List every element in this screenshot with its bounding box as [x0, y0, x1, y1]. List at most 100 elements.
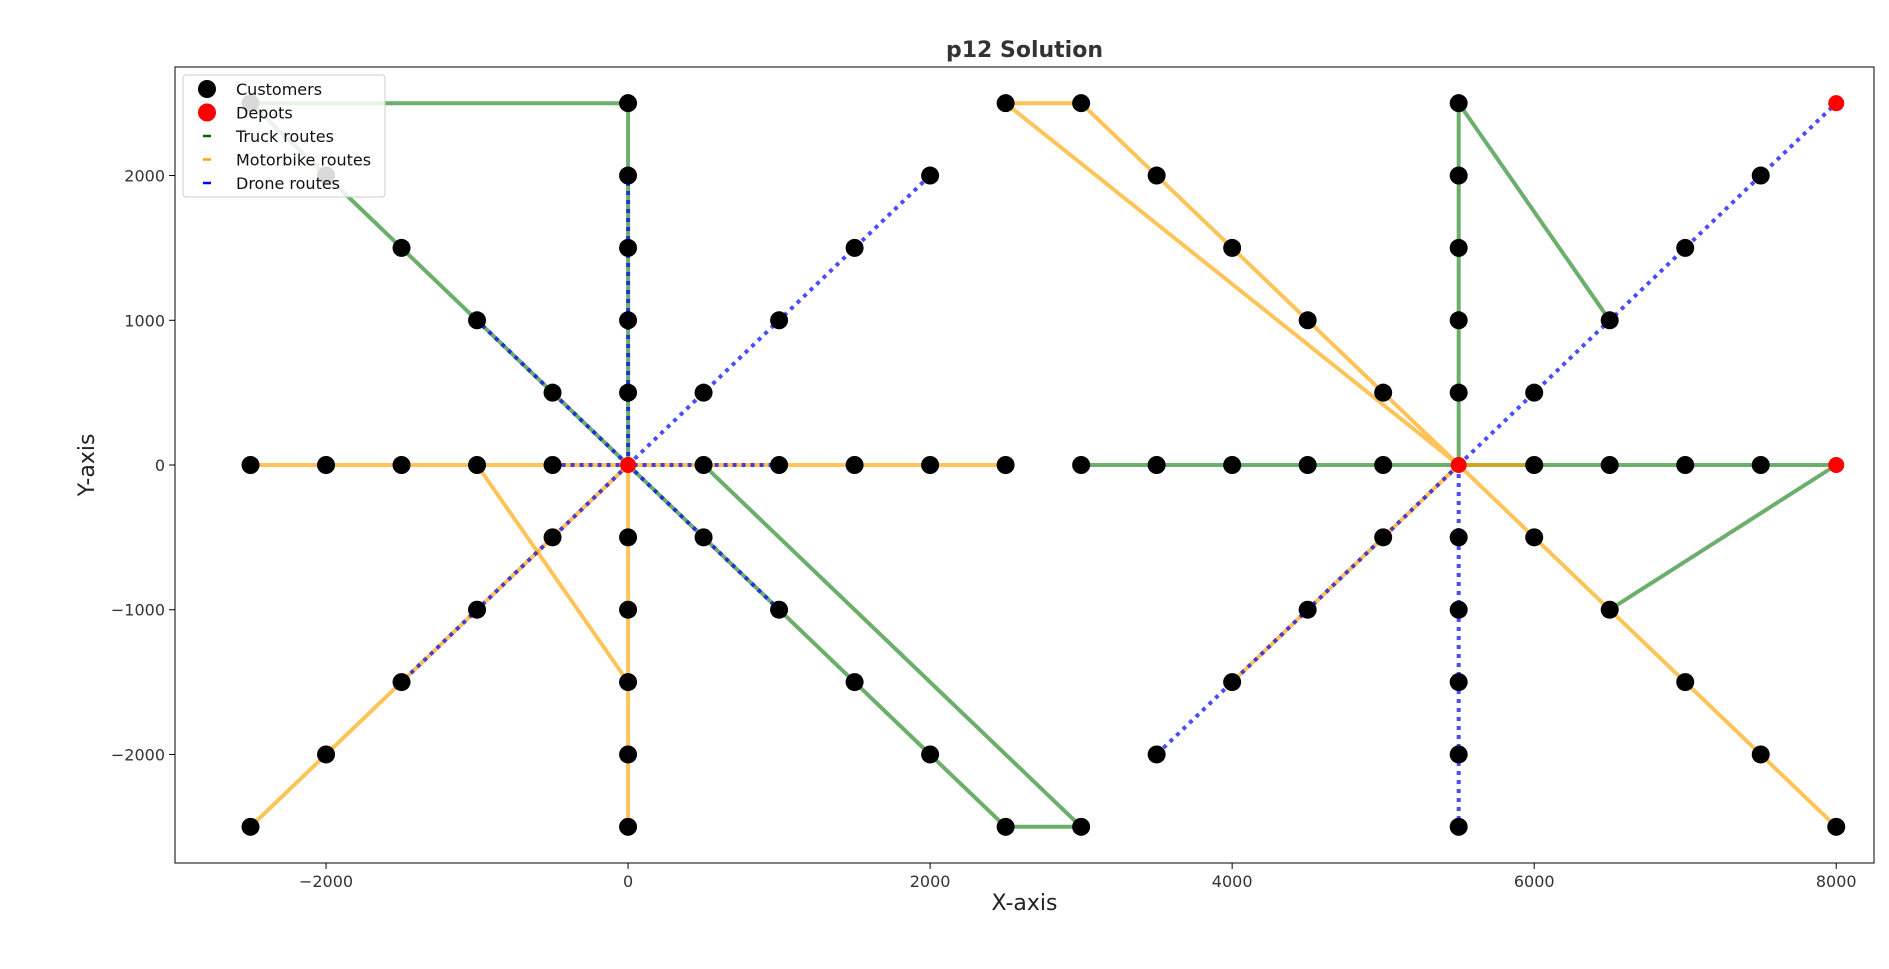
y-tick-label-0: −2000	[111, 745, 165, 764]
customer-point-72	[1147, 166, 1166, 185]
legend-entry-1: Depots	[198, 103, 293, 123]
y-tick-label-3: 1000	[124, 311, 165, 330]
customer-point-31	[392, 238, 411, 257]
x-tick-label-4: 6000	[1514, 872, 1555, 891]
customer-point-65	[1374, 528, 1393, 547]
truck-route-2	[626, 463, 1084, 829]
y-tick-label-2: 0	[155, 456, 165, 475]
legend-marker-1	[198, 103, 216, 122]
customer-point-26	[392, 673, 411, 692]
route-layer	[248, 101, 1839, 829]
customer-point-7	[845, 456, 864, 474]
customer-point-48	[1600, 456, 1619, 474]
customer-point-53	[1449, 238, 1468, 257]
customer-point-8	[921, 456, 940, 474]
customer-point-46	[1374, 456, 1393, 474]
legend-label-1: Depots	[236, 104, 293, 123]
legend-entry-0: Customers	[198, 80, 322, 99]
customer-point-51	[1449, 383, 1468, 402]
customer-point-45	[1298, 456, 1317, 474]
customer-point-71	[1223, 238, 1242, 257]
customer-point-61	[1525, 383, 1544, 402]
legend-marker-0	[198, 80, 216, 98]
customer-point-20	[694, 383, 713, 402]
customer-point-47	[1525, 456, 1544, 474]
customer-point-11	[619, 311, 638, 330]
depot-point-0	[1828, 95, 1845, 112]
customer-point-9	[996, 456, 1015, 474]
legend-entry-4: Drone routes	[203, 174, 340, 193]
legend: Customers Depots Truck routes Motorbike rou…	[182, 74, 386, 198]
customer-point-55	[1449, 94, 1468, 113]
customer-point-34	[694, 528, 713, 547]
x-tick-label-5: 8000	[1816, 872, 1857, 891]
customer-point-64	[1751, 166, 1770, 185]
customer-point-22	[845, 238, 864, 257]
customer-point-5	[694, 456, 713, 474]
drone-route-17	[400, 463, 630, 684]
customer-point-50	[1751, 456, 1770, 474]
depot-point-1	[1828, 457, 1845, 473]
customer-point-52	[1449, 311, 1468, 330]
customer-point-38	[996, 817, 1015, 836]
customer-point-10	[619, 383, 638, 402]
customer-point-59	[1449, 745, 1468, 764]
customer-point-1	[317, 456, 336, 474]
x-tick-label-3: 4000	[1212, 872, 1253, 891]
customer-point-27	[317, 745, 336, 764]
customer-point-75	[1676, 673, 1695, 692]
customer-point-29	[543, 383, 562, 402]
customer-point-68	[1147, 745, 1166, 764]
customer-point-12	[619, 238, 638, 257]
drone-route-16	[475, 318, 630, 467]
customer-point-35	[770, 600, 789, 619]
customer-point-56	[1449, 528, 1468, 547]
customer-point-18	[619, 745, 638, 764]
legend-entry-2: Truck routes	[203, 127, 334, 146]
customer-point-58	[1449, 673, 1468, 692]
truck-route-5	[1456, 463, 1839, 612]
drone-route-20	[1457, 101, 1838, 467]
depot-point-2	[620, 457, 637, 473]
customer-point-16	[619, 600, 638, 619]
motorbike-route-10	[1003, 101, 1461, 467]
customer-point-57	[1449, 600, 1468, 619]
customer-point-76	[1751, 745, 1770, 764]
truck-route-3	[1456, 101, 1612, 467]
motorbike-route-7	[475, 463, 631, 685]
customer-point-49	[1676, 456, 1695, 474]
customer-point-25	[468, 600, 487, 619]
customer-point-17	[619, 673, 638, 692]
legend-entry-3: Motorbike routes	[203, 151, 371, 170]
motorbike-route-13	[1456, 463, 1839, 829]
customer-point-63	[1676, 238, 1695, 257]
customer-point-6	[770, 456, 789, 474]
y-tick-label-1: −1000	[111, 601, 165, 620]
customer-point-73	[1525, 528, 1544, 547]
customer-point-3	[468, 456, 487, 474]
y-axis-label: Y-axis	[75, 434, 100, 498]
x-tick-label-2: 2000	[910, 872, 951, 891]
depot-point-3	[1450, 457, 1467, 473]
x-tick-label-0: −2000	[299, 872, 353, 891]
x-axis-label: X-axis	[992, 891, 1058, 916]
customer-point-44	[1223, 456, 1242, 474]
customer-point-54	[1449, 166, 1468, 185]
customer-point-19	[619, 817, 638, 836]
legend-label-3: Motorbike routes	[236, 151, 371, 170]
x-tick-label-1: 0	[623, 872, 633, 891]
customer-point-62	[1600, 311, 1619, 330]
customer-point-40	[996, 94, 1015, 113]
customer-point-67	[1223, 673, 1242, 692]
drone-route-18	[626, 463, 781, 612]
customer-point-21	[770, 311, 789, 330]
customer-point-36	[845, 673, 864, 692]
customer-point-60	[1449, 817, 1468, 836]
customer-point-77	[1827, 817, 1846, 836]
customer-point-66	[1298, 600, 1317, 619]
customer-point-39	[1072, 817, 1091, 836]
customer-point-15	[619, 528, 638, 547]
customer-point-28	[241, 817, 260, 836]
customer-point-0	[241, 456, 260, 474]
